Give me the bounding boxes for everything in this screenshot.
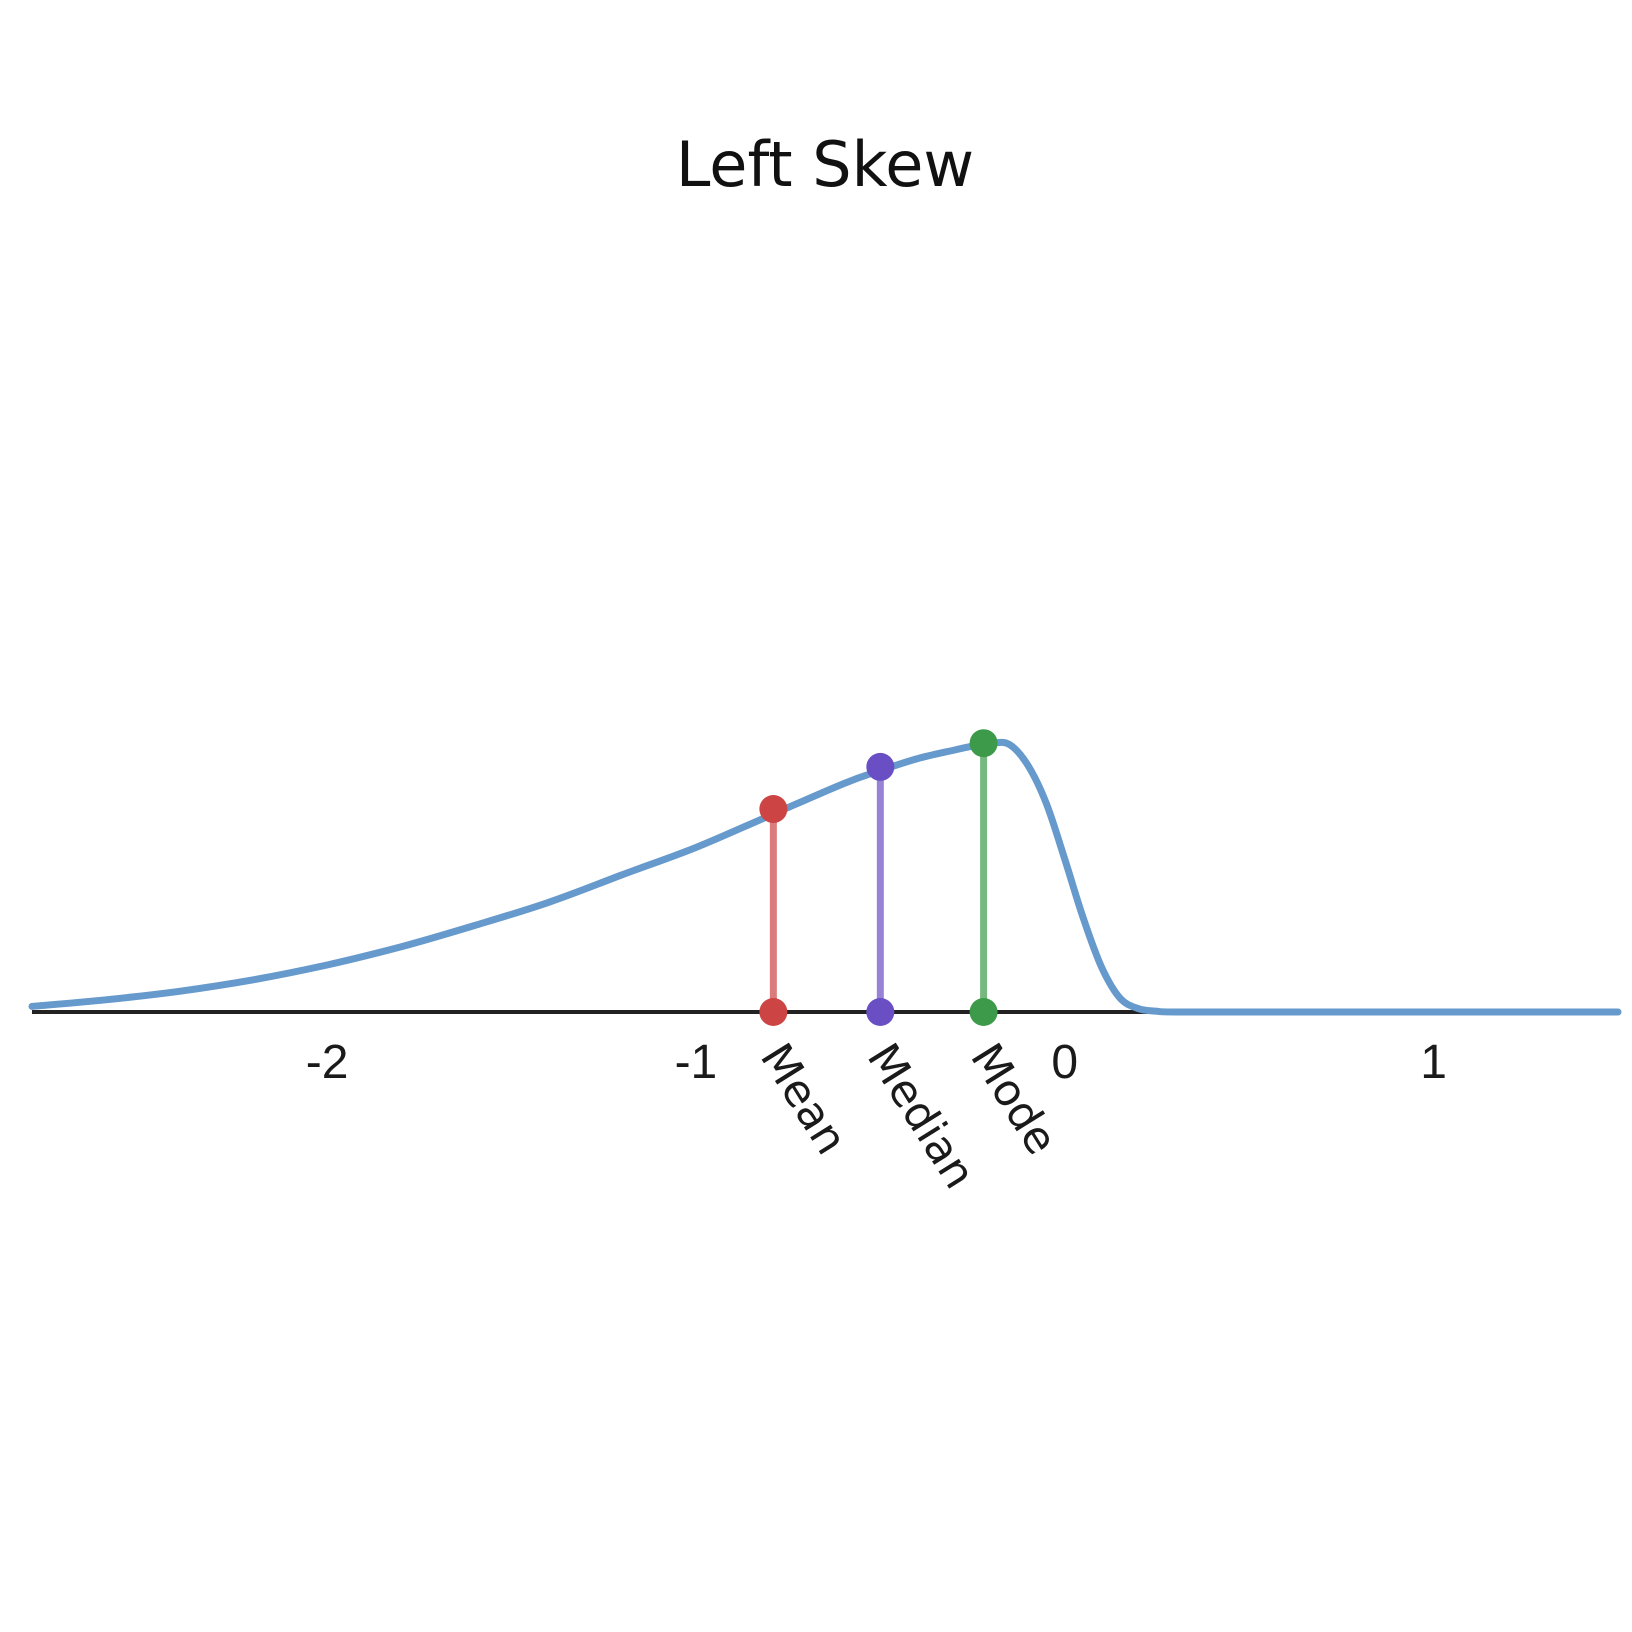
mean-label: Mean [750,1035,857,1164]
mean-base-point[interactable] [759,998,788,1026]
chart-title: Left Skew [675,128,975,201]
mode-base-point[interactable] [969,998,998,1026]
mode-top-point[interactable] [969,729,998,758]
median-top-point[interactable] [866,752,895,781]
x-tick-label: -2 [306,1036,349,1089]
density-curve [28,738,1622,1016]
x-tick-label: 0 [1051,1036,1078,1089]
median-base-point[interactable] [866,998,895,1026]
x-tick-label: 1 [1420,1036,1447,1089]
x-tick-label: -1 [675,1036,718,1089]
mean-top-point[interactable] [759,795,788,824]
